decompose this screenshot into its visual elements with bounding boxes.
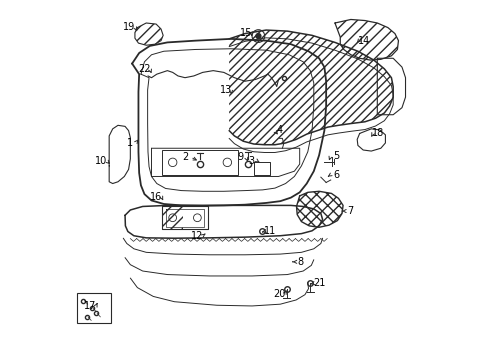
- Text: 9: 9: [238, 152, 244, 162]
- Text: 10: 10: [95, 156, 107, 166]
- Text: 15: 15: [240, 27, 252, 37]
- Text: 16: 16: [150, 192, 162, 202]
- Text: 3: 3: [248, 156, 254, 166]
- Text: 20: 20: [273, 289, 286, 298]
- Text: 12: 12: [191, 231, 203, 241]
- Text: 1: 1: [127, 138, 133, 148]
- Text: 7: 7: [347, 206, 353, 216]
- Text: 5: 5: [333, 151, 339, 161]
- Text: 18: 18: [372, 129, 385, 139]
- Text: 6: 6: [333, 170, 339, 180]
- Circle shape: [255, 33, 262, 39]
- Text: 22: 22: [138, 64, 151, 74]
- Text: 4: 4: [276, 125, 283, 135]
- Bar: [77, 293, 111, 323]
- Text: 17: 17: [84, 301, 97, 311]
- Bar: [162, 150, 238, 175]
- Text: 11: 11: [264, 226, 276, 236]
- Text: 13: 13: [220, 85, 232, 95]
- Text: 14: 14: [358, 36, 370, 46]
- Text: 8: 8: [298, 257, 304, 267]
- Text: 19: 19: [123, 22, 135, 32]
- Text: 2: 2: [182, 152, 188, 162]
- Text: 21: 21: [314, 278, 326, 288]
